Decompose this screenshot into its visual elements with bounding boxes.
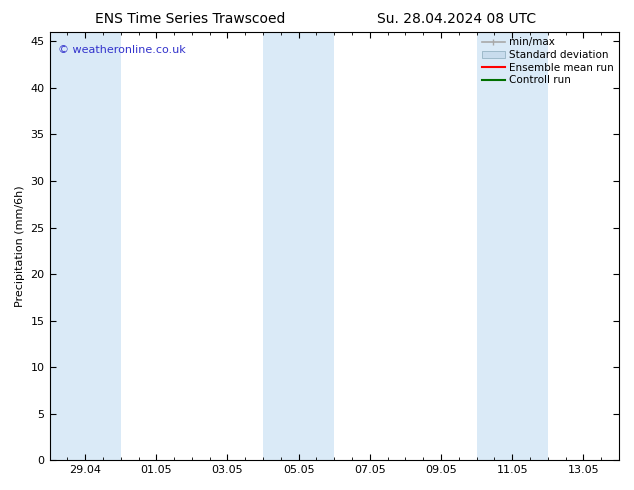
Bar: [263, 32, 334, 460]
Text: ENS Time Series Trawscoed: ENS Time Series Trawscoed: [95, 12, 285, 26]
Text: Su. 28.04.2024 08 UTC: Su. 28.04.2024 08 UTC: [377, 12, 536, 26]
Bar: [477, 32, 548, 460]
Y-axis label: Precipitation (mm/6h): Precipitation (mm/6h): [15, 185, 25, 307]
Text: © weatheronline.co.uk: © weatheronline.co.uk: [58, 45, 186, 55]
Bar: [49, 32, 120, 460]
Legend: min/max, Standard deviation, Ensemble mean run, Controll run: min/max, Standard deviation, Ensemble me…: [479, 34, 617, 88]
